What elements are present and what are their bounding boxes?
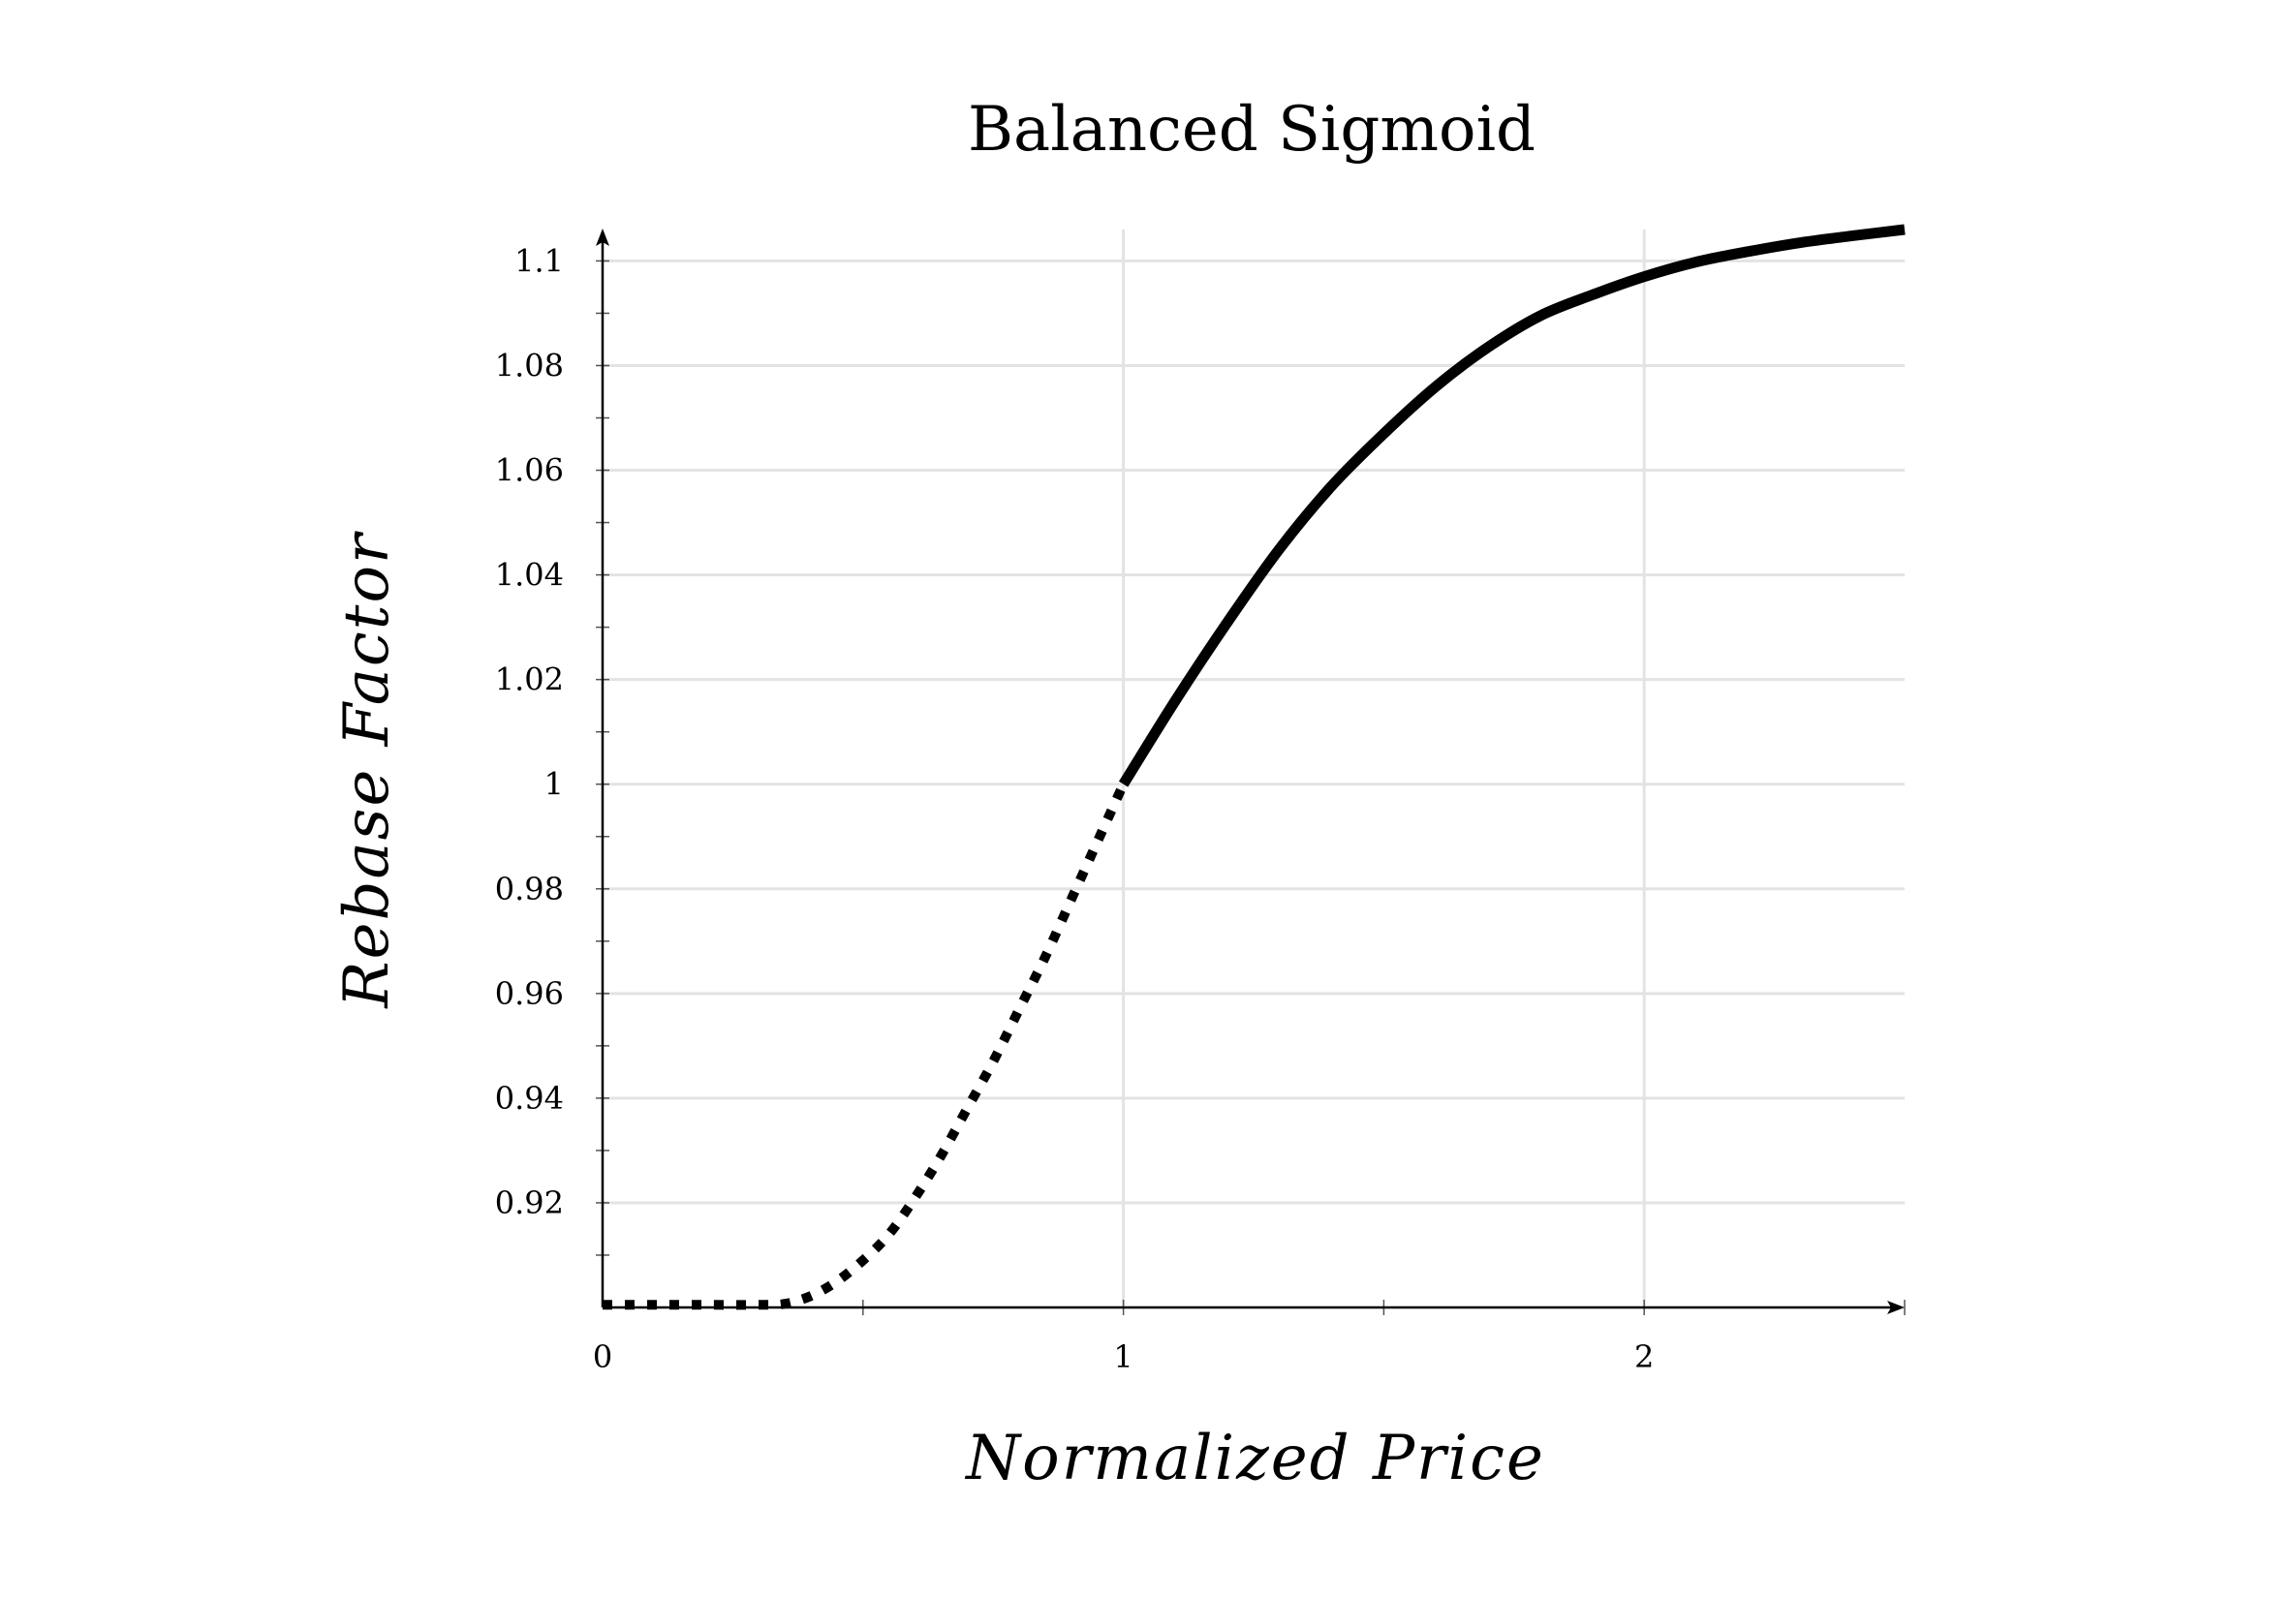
y-axis <box>596 229 609 1307</box>
y-axis-arrow-icon <box>596 229 609 246</box>
y-tick-label: 0.94 <box>495 1080 564 1117</box>
y-tick-label: 1 <box>544 766 564 803</box>
chart-title: Balanced Sigmoid <box>968 94 1536 166</box>
y-tick-label: 0.92 <box>495 1184 564 1221</box>
y-tick-labels: 0.92 0.94 0.96 0.98 1 1.02 1.04 1.06 1.08 1.1 <box>495 242 564 1221</box>
y-tick-label: 1.04 <box>495 557 564 594</box>
x-tick-label: 0 <box>593 1338 612 1375</box>
y-tick-label: 1.06 <box>495 452 564 489</box>
minor-ticks <box>596 260 1906 1315</box>
series <box>603 224 1906 1310</box>
y-tick-label: 1.1 <box>514 242 564 279</box>
x-tick-labels: 0 1 2 <box>593 1338 1655 1375</box>
y-tick-label: 1.08 <box>495 347 564 384</box>
x-axis-arrow-icon <box>1887 1301 1905 1314</box>
y-tick-label: 1.02 <box>495 661 564 698</box>
x-tick-label: 2 <box>1634 1338 1654 1375</box>
grid <box>603 230 1905 1307</box>
y-axis-label: Rebase Factor <box>331 531 403 1009</box>
y-tick-label: 0.98 <box>495 871 564 907</box>
x-axis <box>603 1301 1905 1314</box>
y-tick-label: 0.96 <box>495 975 564 1012</box>
series-line-solid <box>1118 224 1906 787</box>
series-line-dotted <box>603 782 1129 1310</box>
x-tick-label: 1 <box>1113 1338 1132 1375</box>
x-axis-label: Normalized Price <box>964 1423 1545 1494</box>
